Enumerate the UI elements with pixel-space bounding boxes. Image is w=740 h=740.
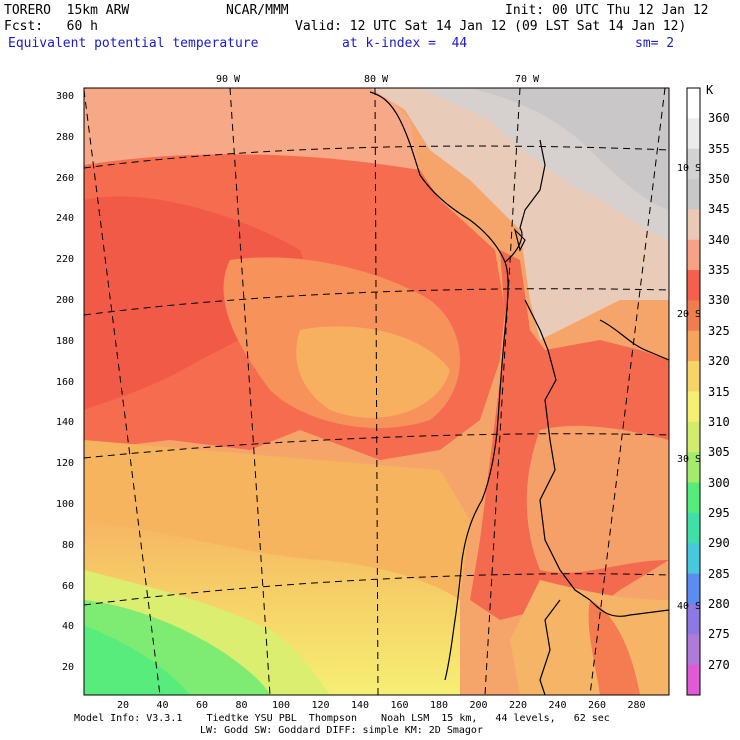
x-tick-label: 280 [627, 700, 646, 711]
colorbar-swatch [687, 148, 700, 180]
lat-label-40s: 40 S [677, 601, 702, 612]
colorbar-swatch [687, 330, 700, 362]
lon-label-70w: 70 W [515, 74, 540, 85]
x-tick-label: 160 [390, 700, 409, 711]
colorbar-level-label: 360 [708, 111, 730, 126]
colorbar-swatch [687, 270, 700, 301]
x-tick-label: 20 [117, 700, 130, 711]
colorbar-swatch [687, 391, 700, 423]
colorbar-level-label: 325 [708, 323, 730, 338]
smoothing-info: sm= 2 [635, 36, 675, 51]
y-tick-label: 260 [56, 172, 75, 184]
colorbar-frame [686, 87, 701, 696]
y-tick-label: 180 [56, 335, 75, 347]
forecast-hour: Fcst: 60 h [4, 19, 98, 34]
colorbar-swatch [687, 634, 700, 666]
colorbar-swatch [687, 452, 700, 484]
colorbar-swatch [687, 573, 700, 605]
lon-label-90w: 90 W [216, 74, 241, 85]
y-tick-label: 200 [56, 295, 75, 306]
x-tick-label: 260 [588, 700, 607, 711]
y-tick-label: 220 [56, 254, 75, 266]
colorbar-level-label: 330 [708, 293, 730, 308]
init-time: Init: 00 UTC Thu 12 Jan 12 [505, 3, 709, 18]
colorbar-swatch [687, 118, 700, 150]
x-tick-label: 200 [469, 700, 488, 711]
colorbar-level-label: 340 [708, 232, 730, 247]
colorbar-level-label: 335 [708, 263, 730, 278]
colorbar-swatch [687, 482, 700, 514]
y-tick-label: 20 [62, 662, 75, 674]
colorbar-level-label: 290 [708, 536, 730, 551]
colorbar-level-label: 345 [708, 202, 730, 217]
y-tick-label: 60 [62, 580, 75, 592]
colorbar-level-label: 295 [708, 505, 730, 520]
x-tick-label: 140 [351, 700, 370, 711]
plot-frame [83, 87, 670, 696]
y-tick-label: 100 [56, 499, 75, 510]
colorbar-swatch [687, 179, 700, 210]
y-tick-label: 240 [56, 213, 75, 225]
colorbar-swatch [687, 664, 700, 696]
x-tick-label: 240 [548, 700, 567, 711]
lat-label-30s: 30 S [677, 454, 702, 465]
y-tick-label: 40 [62, 621, 75, 633]
graticule [84, 88, 669, 695]
colorbar-swatch [687, 209, 700, 241]
x-tick-label: 120 [311, 700, 330, 711]
y-tick-label: 140 [56, 417, 75, 429]
colorbar-level-label: 310 [708, 414, 730, 429]
valid-time: Valid: 12 UTC Sat 14 Jan 12 (09 LST Sat … [295, 19, 687, 34]
x-tick-label: 180 [430, 700, 449, 711]
organization-label: NCAR/MMM [226, 3, 289, 18]
x-tick-label: 220 [509, 700, 528, 711]
x-tick-label: 40 [156, 700, 169, 711]
colorbar-level-label: 315 [708, 384, 730, 399]
colorbar [686, 87, 701, 696]
colorbar-swatch [687, 603, 700, 635]
colorbar-swatch [687, 300, 700, 332]
colorbar-level-label: 270 [708, 657, 730, 672]
lat-label-10s: 10 S [677, 163, 702, 174]
model-title: TORERO 15km ARW [4, 3, 130, 18]
lat-label-20s: 20 S [677, 309, 702, 320]
y-tick-label: 120 [56, 458, 75, 470]
colorbar-level-label: 305 [708, 445, 730, 460]
physics-info-line: LW: Godd SW: Goddard DIFF: simple KM: 2D… [200, 725, 483, 736]
lon-label-80w: 80 W [364, 74, 389, 85]
y-tick-label: 160 [56, 376, 75, 388]
x-tick-label: 60 [196, 700, 209, 711]
x-tick-label: 80 [235, 700, 248, 711]
colorbar-swatch [687, 88, 700, 119]
colorbar-swatch [687, 421, 700, 453]
colorbar-level-label: 300 [708, 475, 730, 490]
colorbar-level-label: 280 [708, 596, 730, 611]
colorbar-swatch [687, 512, 700, 544]
model-info-line: Model Info: V3.3.1 Tiedtke YSU PBL Thomp… [74, 713, 610, 724]
colorbar-level-label: 355 [708, 141, 730, 156]
field-name: Equivalent potential temperature [8, 36, 259, 51]
y-tick-label: 80 [62, 539, 75, 551]
level-info: at k-index = 44 [342, 36, 468, 51]
colorbar-level-label: 275 [708, 627, 730, 642]
colorbar-level-label: 285 [708, 566, 730, 581]
coastline [369, 91, 669, 695]
colorbar-unit: K [706, 83, 714, 97]
colorbar-swatch [687, 543, 700, 575]
x-tick-label: 100 [272, 700, 291, 711]
colorbar-swatch [687, 239, 700, 271]
y-tick-label: 300 [56, 91, 75, 102]
colorbar-level-label: 350 [708, 172, 730, 187]
y-tick-label: 280 [56, 131, 75, 143]
colorbar-level-label: 320 [708, 354, 730, 369]
colorbar-swatch [687, 361, 700, 392]
